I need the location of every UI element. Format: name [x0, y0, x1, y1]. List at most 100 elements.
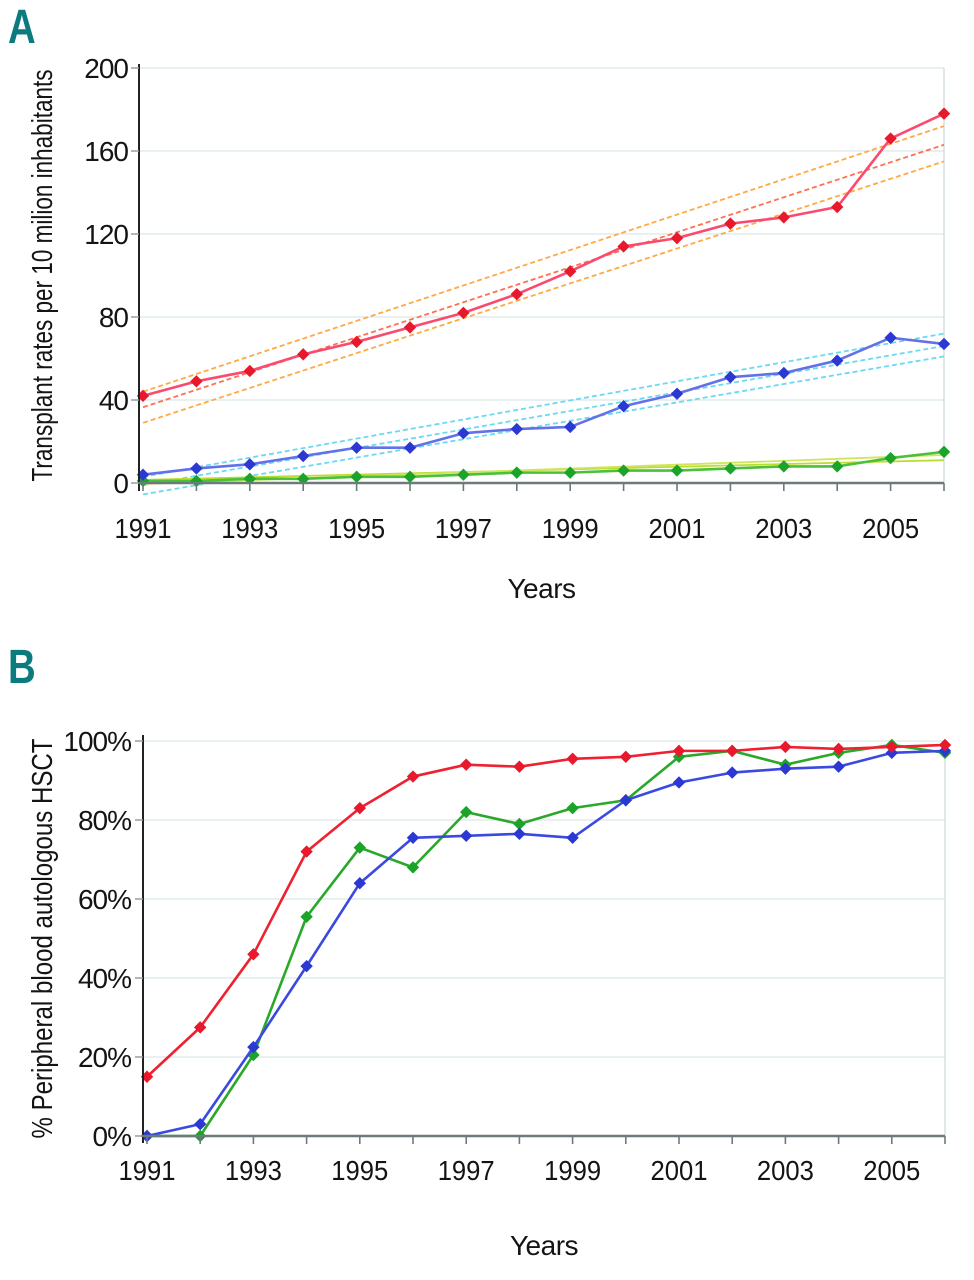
x-tick-label: 1995	[331, 1155, 388, 1186]
series-red-marker	[937, 107, 951, 120]
series-green-marker	[724, 462, 737, 475]
series-green-line	[145, 743, 947, 1138]
x-tick-label: 1991	[115, 513, 172, 544]
series-blue-marker	[300, 959, 313, 973]
series-green-marker	[353, 841, 367, 854]
series-red-marker	[832, 742, 845, 756]
series-blue-marker	[779, 762, 792, 775]
series-blue-marker	[403, 441, 417, 454]
x-tick-label: 2005	[862, 513, 919, 544]
y-tick-label: 200	[84, 53, 128, 84]
series-red-marker	[296, 348, 310, 361]
x-tick-label: 1995	[328, 513, 385, 544]
series-red-marker	[459, 758, 473, 771]
series-blue-marker	[777, 366, 791, 380]
series-red-marker	[938, 738, 952, 752]
y-tick-label: 60%	[78, 884, 131, 915]
series-red-marker	[190, 375, 203, 388]
series-red-marker	[566, 752, 579, 765]
series-red	[136, 107, 951, 403]
series-red-marker	[725, 744, 739, 758]
series-blue	[140, 744, 952, 1143]
y-tick-label: 160	[84, 136, 128, 167]
series-green-marker	[300, 910, 313, 923]
series-red-marker	[563, 265, 577, 278]
series-red-marker	[193, 1021, 207, 1034]
x-tick-label: 2001	[651, 1155, 708, 1186]
series-blue-line	[145, 749, 947, 1138]
series-red-marker	[406, 770, 420, 783]
y-axis-title: Transplant rates per 10 milion inhabitan…	[27, 70, 59, 482]
red-trend-upper-line	[142, 125, 945, 393]
series-blue-marker	[832, 760, 845, 773]
series-red-marker	[670, 231, 684, 245]
series-red-marker	[403, 321, 417, 334]
y-tick-label: 80%	[78, 805, 131, 836]
series-green-marker	[830, 460, 844, 473]
y-tick-label: 100%	[63, 726, 131, 757]
series-red-marker	[243, 364, 257, 378]
y-tick-label: 0	[113, 468, 128, 499]
panel-b-label: B	[8, 641, 36, 694]
series-blue-marker	[510, 422, 524, 436]
x-tick-label: 1993	[221, 513, 278, 544]
series-green-marker	[937, 445, 951, 459]
x-tick-label: 2003	[757, 1155, 814, 1186]
series-blue-marker	[247, 1040, 260, 1054]
series-green-marker	[617, 464, 630, 477]
y-axis-title: % Peripheral blood autologous HSCT	[27, 738, 59, 1138]
x-tick-label: 2003	[755, 513, 812, 544]
series-red-marker	[779, 740, 792, 754]
series-green-marker	[884, 451, 897, 465]
series-red-marker	[777, 211, 791, 224]
series-green-marker	[777, 460, 791, 473]
series-blue-marker	[830, 354, 844, 367]
series-blue-marker	[884, 331, 897, 344]
series-blue-marker	[937, 337, 951, 351]
x-tick-label: 2005	[863, 1155, 920, 1186]
series-blue-line	[141, 336, 946, 477]
x-tick-label: 1997	[435, 513, 492, 544]
blue-trend-upper-line	[142, 332, 945, 478]
series-blue-marker	[296, 449, 310, 463]
x-tick-label: 1993	[225, 1155, 282, 1186]
series-green-marker	[510, 466, 524, 479]
series-red-marker	[619, 750, 633, 764]
series-red-marker	[617, 240, 630, 253]
series-blue-marker	[459, 829, 473, 843]
series-red-marker	[247, 948, 260, 961]
chart-a-transplant-rates: 0 40 80 120 160 200 1991 1993 1995 1997 1999 2001 20…	[27, 53, 951, 604]
series-red-marker	[884, 132, 897, 145]
series-green-marker	[566, 801, 579, 815]
series-green	[140, 738, 952, 1143]
series-red-marker	[510, 287, 524, 301]
series-blue-marker	[353, 876, 367, 890]
y-tick-label: 80	[99, 302, 129, 333]
series-green-marker	[563, 466, 577, 479]
series-red-marker	[300, 845, 313, 858]
x-tick-label: 1997	[438, 1155, 495, 1186]
series-red-marker	[457, 306, 470, 320]
series-green-line	[141, 450, 946, 483]
series-blue-marker	[350, 441, 363, 454]
y-tick-label: 40	[99, 385, 129, 416]
series-blue-marker	[243, 458, 257, 471]
series-red-marker	[350, 335, 363, 349]
series-red-marker	[672, 744, 686, 758]
series-green-marker	[406, 861, 420, 874]
x-tick-label: 1999	[542, 513, 599, 544]
series-green-marker	[350, 470, 363, 483]
x-tick-label: 2001	[649, 513, 706, 544]
panel-a-label: A	[8, 1, 36, 54]
x-axis-title: Years	[507, 573, 575, 604]
chart-b-peripheral-blood-hsct: 0% 20% 40% 60% 80% 100% 1991 1993 1995 1997 1999 20…	[27, 726, 952, 1261]
x-axis-title: Years	[510, 1230, 578, 1261]
y-tick-label: 120	[84, 219, 128, 250]
series-green-marker	[457, 468, 470, 481]
y-tick-label: 0%	[93, 1121, 132, 1152]
series-red-marker	[885, 740, 899, 754]
series-red-marker	[353, 801, 367, 815]
series-red-marker	[830, 200, 844, 214]
series-blue-marker	[406, 831, 420, 844]
y-tick-label: 20%	[78, 1042, 131, 1073]
